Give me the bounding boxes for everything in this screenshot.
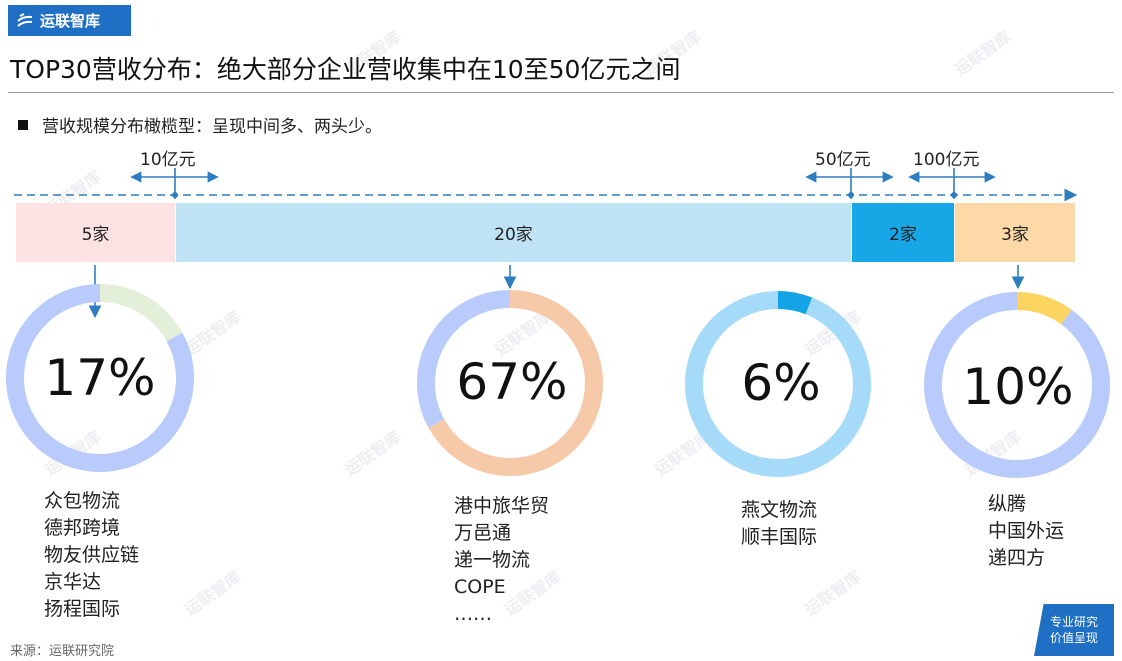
donut-0-slice-1	[6, 284, 194, 472]
company-name: 顺丰国际	[741, 526, 818, 548]
company-name: 递一物流	[454, 549, 531, 571]
brand-logo: 运联智库	[8, 5, 131, 36]
brand-name: 运联智库	[40, 12, 101, 30]
bullet-point: 营收规模分布橄榄型：呈现中间多、两头少。	[18, 112, 382, 137]
donut-3-slice-1	[924, 292, 1110, 478]
stamp-line-2: 价值呈现	[1049, 631, 1098, 645]
segment-2-label: 2家	[889, 225, 917, 245]
company-name: 中国外运	[988, 520, 1065, 542]
company-list-1: 港中旅华贸 万邑通 递一物流 COPE ……	[454, 493, 549, 628]
donut-1-slice-0	[428, 290, 603, 476]
company-name: 纵腾	[988, 493, 1027, 515]
company-list-2: 燕文物流 顺丰国际	[741, 497, 817, 551]
brand-stamp: 专业研究 价值呈现	[1034, 604, 1114, 656]
company-name: 港中旅华贸	[454, 495, 550, 517]
company-name: COPE	[454, 576, 506, 598]
stamp-line-1: 专业研究	[1049, 615, 1098, 629]
company-name: ……	[454, 603, 492, 625]
company-name: 众包物流	[44, 490, 121, 512]
company-name: 万邑通	[454, 522, 512, 544]
source-note: 来源：运联研究院	[10, 644, 115, 659]
donut-2-slice-1	[685, 291, 871, 477]
scale-label-50: 50亿元	[815, 150, 871, 170]
logo-icon	[17, 12, 33, 27]
donut-2-slice-0	[777, 291, 813, 315]
segment-2: 2家	[852, 203, 954, 262]
donut-3-slice-0	[1016, 292, 1072, 325]
segment-3: 3家	[955, 203, 1075, 262]
bullet-text: 营收规模分布橄榄型：呈现中间多、两头少。	[42, 117, 382, 137]
title-divider	[8, 92, 1114, 93]
company-name: 京华达	[44, 571, 102, 593]
scale-label-10: 10亿元	[140, 150, 196, 170]
donut-1-value: 67%	[456, 353, 568, 411]
company-name: 德邦跨境	[44, 517, 121, 539]
segment-0: 5家	[16, 203, 175, 262]
donut-3-value: 10%	[962, 358, 1074, 416]
company-name: 扬程国际	[44, 598, 121, 620]
donut-1-slice-1	[417, 290, 511, 428]
company-list-0: 众包物流 德邦跨境 物友供应链 京华达 扬程国际	[44, 488, 139, 623]
donut-0-value: 17%	[44, 349, 156, 407]
company-name: 物友供应链	[44, 544, 140, 566]
segment-3-label: 3家	[1001, 225, 1029, 245]
company-name: 燕文物流	[741, 499, 818, 521]
donut-0-slice-0	[99, 284, 183, 342]
segment-1: 20家	[176, 203, 851, 262]
bullet-square-icon	[18, 119, 28, 130]
company-name: 递四方	[988, 547, 1046, 569]
page-title: TOP30营收分布：绝大部分企业营收集中在10至50亿元之间	[10, 55, 681, 84]
segment-1-label: 20家	[494, 225, 533, 245]
scale-label-100: 100亿元	[913, 150, 980, 170]
segment-0-label: 5家	[81, 225, 110, 245]
company-list-3: 纵腾 中国外运 递四方	[988, 491, 1064, 572]
donut-2-value: 6%	[741, 354, 821, 412]
